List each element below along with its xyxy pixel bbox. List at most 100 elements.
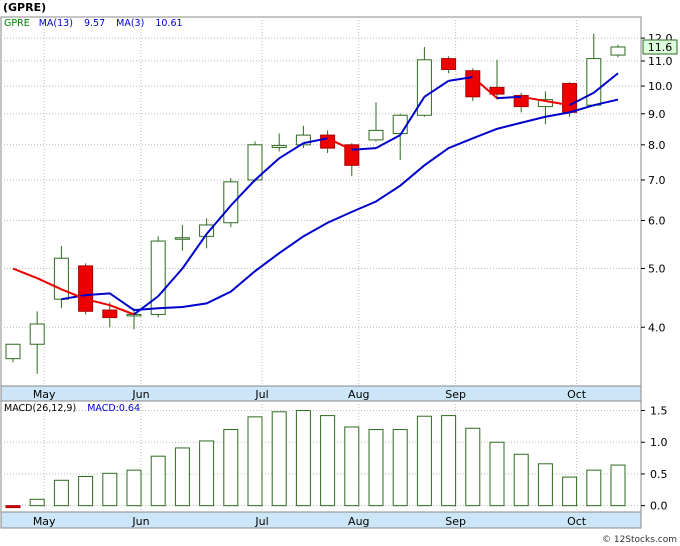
macd-y-axis: 0.0 0.5 1.0 1.5 bbox=[641, 405, 668, 513]
candle-body-up bbox=[416, 59, 432, 116]
ma3-segment bbox=[545, 99, 570, 107]
macd-bar bbox=[537, 463, 553, 507]
macd-bar bbox=[102, 472, 118, 507]
macd-bar bbox=[295, 410, 311, 507]
price-y-tick-label: 7.0 bbox=[648, 174, 666, 187]
ma3-segment bbox=[12, 267, 38, 280]
candle-body-up bbox=[199, 224, 215, 237]
ma3-segment bbox=[472, 76, 498, 99]
price-legend: GPRE MA(13) 9.57 MA(3) 10.61 bbox=[4, 18, 183, 29]
last-price-tag: 11.6 bbox=[642, 39, 678, 55]
ma13-line bbox=[61, 98, 619, 312]
candle bbox=[441, 56, 457, 74]
macd-bar bbox=[562, 476, 578, 507]
candle bbox=[102, 302, 118, 328]
candle bbox=[5, 343, 21, 363]
macd-legend: MACD(26,12,9) MACD:0.64 bbox=[4, 403, 140, 414]
macd-legend-title: MACD(26,12,9) bbox=[4, 403, 76, 414]
ma3-segment bbox=[448, 76, 473, 82]
ma3-segment bbox=[351, 147, 377, 151]
candle-body-up bbox=[223, 181, 239, 224]
legend-symbol: GPRE bbox=[4, 18, 30, 29]
candle bbox=[223, 178, 239, 228]
ma3-segment bbox=[133, 295, 159, 316]
candle-body-up bbox=[174, 237, 190, 240]
candle bbox=[368, 102, 384, 142]
candle-body-down bbox=[465, 70, 481, 98]
macd-bar bbox=[271, 411, 287, 507]
x-tick-label: Jun bbox=[131, 388, 149, 401]
x-tick-label-bottom: Sep bbox=[445, 515, 466, 528]
macd-y-tick-label: 1.5 bbox=[650, 405, 668, 418]
macd-y-tick-label: 1.0 bbox=[650, 436, 668, 449]
candle-body-down bbox=[513, 94, 529, 108]
ma3-segment bbox=[278, 142, 304, 160]
candle-body-up bbox=[126, 313, 142, 317]
macd-bar bbox=[126, 469, 142, 507]
x-tick-label-bottom: Aug bbox=[348, 515, 369, 528]
candle bbox=[295, 125, 311, 149]
macd-marks bbox=[5, 410, 626, 509]
price-y-tick-label: 6.0 bbox=[648, 215, 666, 228]
macd-bar bbox=[174, 447, 190, 507]
price-y-tick-label: 11.0 bbox=[648, 55, 673, 68]
ma3-segment bbox=[181, 233, 208, 270]
candle-body-up bbox=[392, 114, 408, 135]
macd-bar bbox=[78, 475, 94, 507]
candle bbox=[174, 224, 190, 251]
legend-ma13-label: MA(13) bbox=[39, 18, 73, 29]
candle bbox=[247, 141, 263, 182]
ma3-segment bbox=[36, 277, 62, 291]
watermark: © 12Stocks.com bbox=[602, 535, 677, 545]
date-axis-bottom: May Jun Jul Aug Sep Oct bbox=[33, 515, 587, 528]
macd-bar bbox=[223, 429, 239, 507]
macd-y-tick-label: 0.5 bbox=[650, 468, 668, 481]
x-tick-label: Aug bbox=[348, 388, 369, 401]
ma3-segment bbox=[61, 288, 86, 301]
price-y-tick-label: 9.0 bbox=[648, 108, 666, 121]
candle-body-up bbox=[29, 323, 45, 345]
legend-ma13-value: 9.57 bbox=[84, 18, 105, 29]
date-axis-band bbox=[0, 385, 642, 402]
macd-bar bbox=[5, 505, 21, 509]
macd-bar bbox=[513, 453, 529, 507]
candle-body-up bbox=[610, 46, 626, 56]
x-tick-label-bottom: May bbox=[33, 515, 56, 528]
macd-bar bbox=[610, 464, 626, 507]
macd-bar bbox=[29, 498, 45, 507]
date-axis: May Jun Jul Aug Sep Oct bbox=[33, 388, 587, 401]
candle-body-up bbox=[295, 134, 311, 146]
candle bbox=[610, 44, 626, 58]
candle bbox=[271, 133, 287, 152]
ma3-segment bbox=[230, 179, 256, 207]
macd-bar bbox=[150, 455, 166, 507]
macd-bar bbox=[320, 415, 336, 507]
macd-bar bbox=[416, 415, 432, 507]
candle-body-up bbox=[150, 240, 166, 315]
candle-body-down bbox=[102, 309, 118, 319]
x-tick-label: Jul bbox=[254, 388, 268, 401]
x-tick-label: Sep bbox=[445, 388, 466, 401]
macd-bar bbox=[441, 415, 457, 507]
date-axis-band-bottom bbox=[0, 511, 642, 529]
ma3-segment bbox=[496, 95, 522, 100]
ma3-segment bbox=[85, 298, 111, 307]
legend-ma3-value: 10.61 bbox=[155, 18, 182, 29]
ma3-segment bbox=[521, 95, 546, 102]
price-y-tick-label: 8.0 bbox=[648, 139, 666, 152]
candle bbox=[465, 68, 481, 101]
macd-bar bbox=[368, 429, 384, 507]
price-panel bbox=[0, 16, 642, 387]
macd-bar bbox=[465, 427, 481, 507]
x-tick-label: May bbox=[33, 388, 56, 401]
macd-bar bbox=[489, 441, 505, 507]
ma3-segment bbox=[254, 157, 280, 181]
macd-bar bbox=[247, 416, 263, 507]
macd-bar bbox=[586, 469, 602, 507]
svg-text:11.6: 11.6 bbox=[648, 41, 673, 54]
price-y-tick-label: 4.0 bbox=[648, 321, 666, 334]
price-y-tick-label: 10.0 bbox=[648, 80, 673, 93]
ma3-segment bbox=[327, 137, 353, 151]
candle bbox=[29, 311, 45, 374]
